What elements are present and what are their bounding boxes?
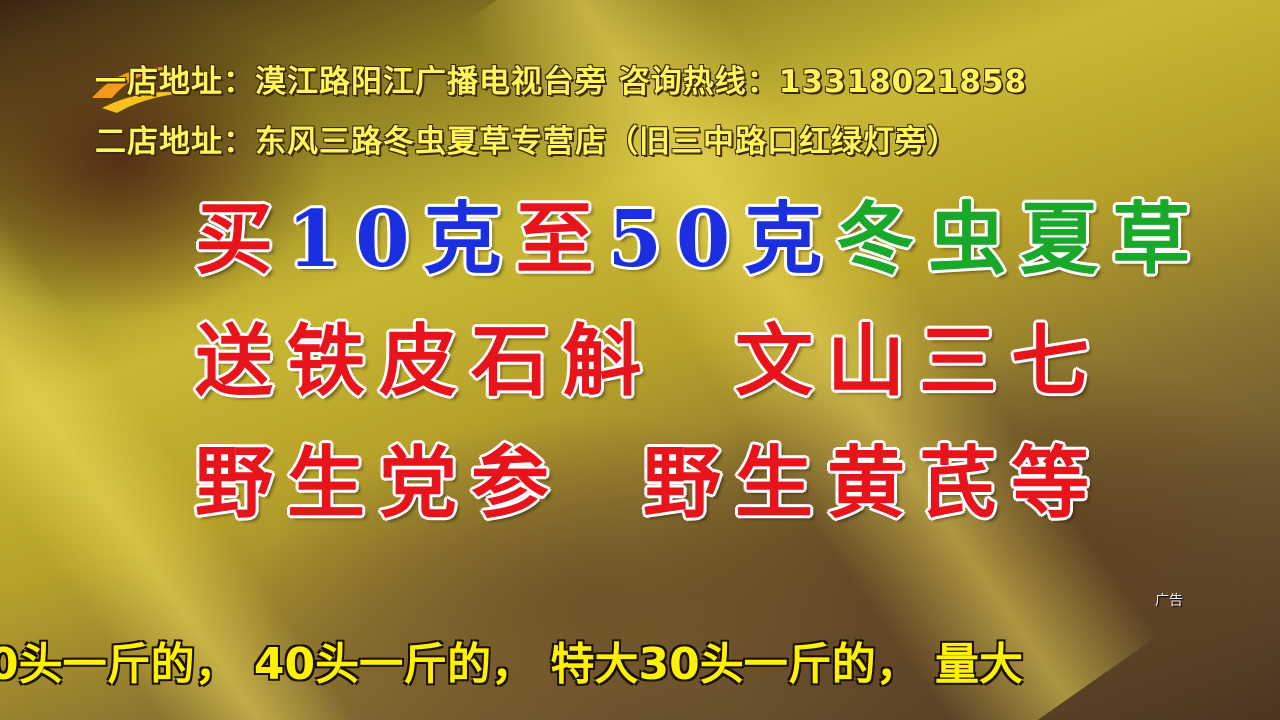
ticker: 0头一斤的， 40头一斤的， 特大30头一斤的， 量大 — [0, 639, 1024, 690]
logo-swirl — [102, 92, 182, 113]
promo-text: 野生党参 — [195, 438, 564, 529]
promo-text: 10克 — [287, 194, 516, 285]
promo-text: 至 — [515, 194, 608, 285]
ad-label: 广告 — [1155, 593, 1183, 609]
station-logo — [92, 67, 182, 113]
promo-text: 送铁皮石斛 — [195, 316, 656, 407]
store-address: 二店地址：东风三路冬虫夏草专营店（旧三中路口红绿灯旁） — [95, 124, 959, 160]
promo-text: 冬虫夏草 — [836, 194, 1205, 285]
promo-text: 文山三七 — [735, 316, 1104, 407]
promo-block: 买10克至50克冬虫夏草 送铁皮石斛 文山三七 野生党参 野生黄芪等 — [195, 185, 1204, 551]
promo-text: 买 — [195, 194, 288, 285]
logo-swirl — [92, 67, 172, 98]
promo-text: 野生黄芪等 — [643, 438, 1104, 529]
promo-line: 野生党参 野生黄芪等 — [195, 429, 1204, 551]
promo-line: 买10克至50克冬虫夏草 — [195, 185, 1204, 307]
promo-line: 送铁皮石斛 文山三七 — [195, 307, 1204, 429]
promo-text: 50克 — [607, 194, 837, 285]
store-address: 一店地址：漠江路阳江广播电视台旁 咨询热线：13318021858 — [95, 64, 1028, 100]
